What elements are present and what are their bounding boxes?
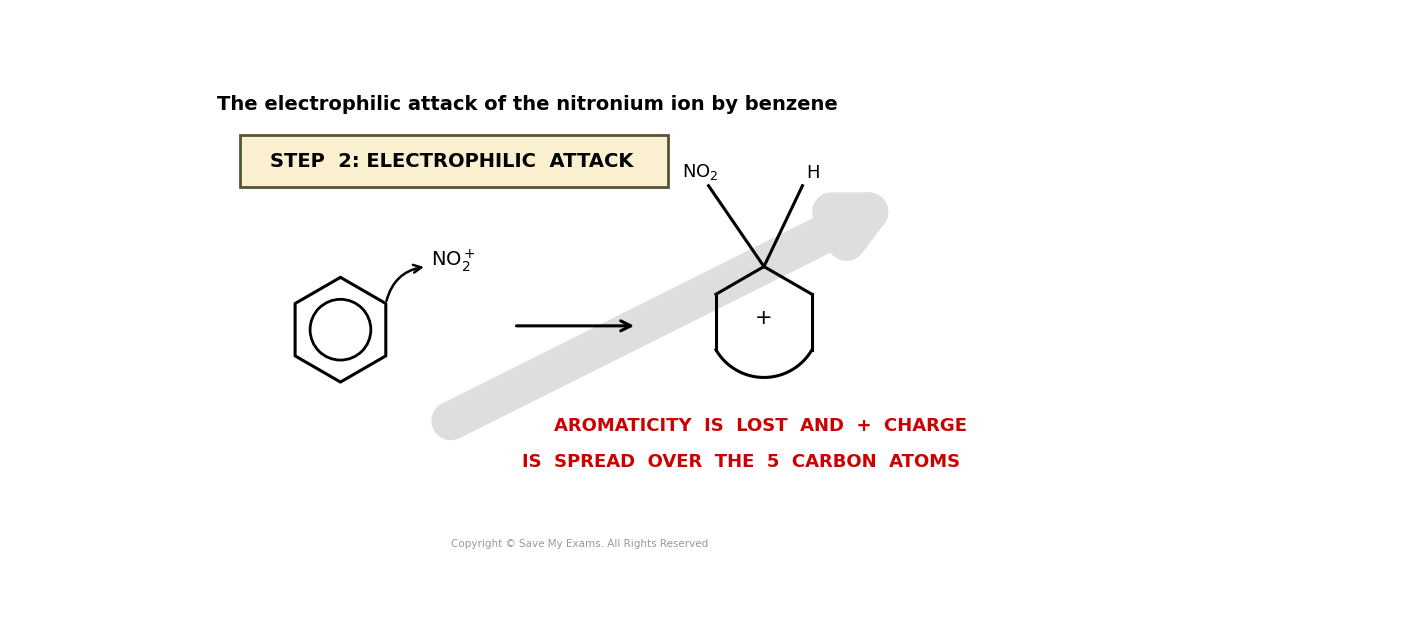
Text: STEP  2: ELECTROPHILIC  ATTACK: STEP 2: ELECTROPHILIC ATTACK [271, 152, 634, 171]
Text: NO$_2$: NO$_2$ [681, 162, 718, 182]
Text: Copyright © Save My Exams. All Rights Reserved: Copyright © Save My Exams. All Rights Re… [450, 539, 708, 549]
Text: The electrophilic attack of the nitronium ion by benzene: The electrophilic attack of the nitroniu… [217, 95, 838, 114]
Text: H: H [806, 164, 820, 182]
Text: AROMATICITY  IS  LOST  AND  +  CHARGE: AROMATICITY IS LOST AND + CHARGE [554, 417, 966, 435]
Text: NO$_2^+$: NO$_2^+$ [430, 248, 475, 274]
Text: IS  SPREAD  OVER  THE  5  CARBON  ATOMS: IS SPREAD OVER THE 5 CARBON ATOMS [522, 453, 960, 471]
FancyBboxPatch shape [240, 135, 667, 187]
Text: +: + [756, 308, 773, 328]
